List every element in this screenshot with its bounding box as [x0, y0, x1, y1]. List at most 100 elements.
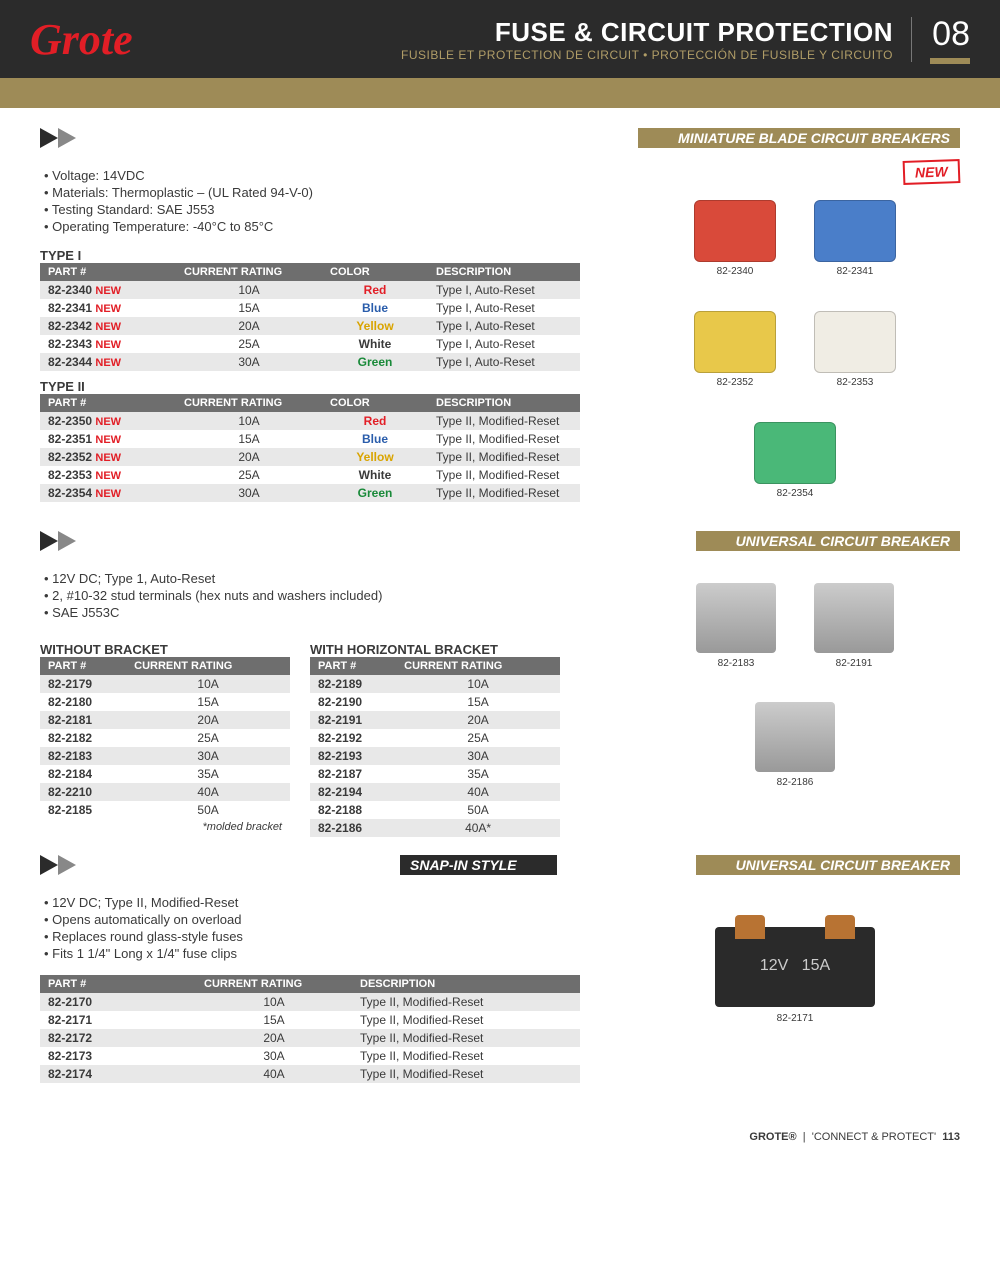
cell-part: 82-2194 — [310, 783, 396, 801]
cell-rating: 35A — [126, 765, 290, 783]
cell-rating: 30A — [176, 353, 322, 371]
bullet-item: • 12V DC; Type 1, Auto-Reset — [44, 571, 610, 586]
table-title: TYPE I — [40, 248, 610, 263]
table-row: 82-218850A — [310, 801, 560, 819]
table-row: 82-219225A — [310, 729, 560, 747]
cell-rating: 50A — [126, 801, 290, 819]
snap-in-table: PART #CURRENT RATINGDESCRIPTION82-217010… — [40, 975, 580, 1083]
cell-part: 82-2173 — [40, 1047, 196, 1065]
footer-brand: GROTE® — [749, 1131, 796, 1143]
spec-bullets: • Voltage: 14VDC• Materials: Thermoplast… — [44, 168, 610, 234]
type2-table: PART #CURRENT RATINGCOLORDESCRIPTION82-2… — [40, 394, 580, 502]
cell-rating: 10A — [176, 412, 322, 430]
cell-part: 82-2351 NEW — [40, 430, 176, 448]
table-row: 82-2340 NEW10ARedType I, Auto-Reset — [40, 281, 580, 299]
chevron-icon — [58, 531, 76, 551]
cell-rating: 40A — [126, 783, 290, 801]
page-subtitle: FUSIBLE ET PROTECTION DE CIRCUIT • PROTE… — [401, 48, 893, 62]
product-label: 82-2186 — [777, 777, 814, 788]
page-footer: GROTE® | 'CONNECT & PROTECT' 113 — [0, 1111, 1000, 1151]
table-row: 82-218120A — [40, 711, 290, 729]
cell-rating: 40A — [396, 783, 560, 801]
cell-desc: Type II, Modified-Reset — [428, 430, 580, 448]
cell-color: Blue — [322, 299, 428, 317]
table-header: PART # — [40, 657, 126, 675]
cell-part: 82-2180 — [40, 693, 126, 711]
section-label: MINIATURE BLADE CIRCUIT BREAKERS — [638, 128, 960, 148]
product-label: 82-2341 — [837, 266, 874, 277]
table-row: 82-2343 NEW25AWhiteType I, Auto-Reset — [40, 335, 580, 353]
cell-part: 82-2353 NEW — [40, 466, 176, 484]
chevron-icon — [40, 128, 58, 148]
cell-part: 82-2190 — [310, 693, 396, 711]
cell-part: 82-2179 — [40, 675, 126, 693]
product-image: 82-2340 — [694, 200, 776, 262]
cell-color: Blue — [322, 430, 428, 448]
cell-rating: 25A — [176, 335, 322, 353]
section-miniature-blade: MINIATURE BLADE CIRCUIT BREAKERS • Volta… — [40, 128, 960, 513]
without-bracket-table: PART #CURRENT RATING82-217910A82-218015A… — [40, 657, 290, 819]
product-image: 82-2352 — [694, 311, 776, 373]
cell-color: Green — [322, 353, 428, 371]
cell-rating: 15A — [176, 430, 322, 448]
cell-rating: 20A — [126, 711, 290, 729]
cell-part: 82-2181 — [40, 711, 126, 729]
new-badge: NEW — [903, 159, 960, 185]
cell-desc: Type I, Auto-Reset — [428, 299, 580, 317]
footer-page: 113 — [942, 1131, 960, 1143]
cell-rating: 30A — [196, 1047, 352, 1065]
cell-rating: 20A — [176, 317, 322, 335]
product-text: 12V — [760, 957, 788, 974]
table-header: DESCRIPTION — [352, 975, 580, 993]
cell-part: 82-2174 — [40, 1065, 196, 1083]
section-label: UNIVERSAL CIRCUIT BREAKER — [696, 531, 960, 551]
cell-color: Red — [322, 281, 428, 299]
cell-color: White — [322, 335, 428, 353]
table-row: 82-218015A — [40, 693, 290, 711]
cell-part: 82-2352 NEW — [40, 448, 176, 466]
table-row: 82-2354 NEW30AGreenType II, Modified-Res… — [40, 484, 580, 502]
cell-color: White — [322, 466, 428, 484]
cell-rating: 15A — [196, 1011, 352, 1029]
cell-desc: Type I, Auto-Reset — [428, 281, 580, 299]
table-row: 82-217910A — [40, 675, 290, 693]
section-label: UNIVERSAL CIRCUIT BREAKER — [696, 855, 960, 875]
cell-desc: Type II, Modified-Reset — [428, 484, 580, 502]
cell-desc: Type II, Modified-Reset — [352, 1065, 580, 1083]
cell-rating: 20A — [396, 711, 560, 729]
product-text: 15A — [802, 957, 830, 974]
footnote: *molded bracket — [40, 819, 290, 835]
table-header: CURRENT RATING — [126, 657, 290, 675]
bullet-item: • Operating Temperature: -40°C to 85°C — [44, 219, 610, 234]
product-label: 82-2352 — [717, 377, 754, 388]
table-row: 82-218910A — [310, 675, 560, 693]
cell-rating: 40A — [196, 1065, 352, 1083]
cell-part: 82-2183 — [40, 747, 126, 765]
table-row: 82-218550A — [40, 801, 290, 819]
table-header: CURRENT RATING — [396, 657, 560, 675]
product-label: 82-2171 — [630, 1013, 960, 1024]
cell-part: 82-2187 — [310, 765, 396, 783]
cell-desc: Type II, Modified-Reset — [428, 412, 580, 430]
chevron-icon — [58, 128, 76, 148]
cell-desc: Type I, Auto-Reset — [428, 335, 580, 353]
logo: Grote — [30, 14, 133, 65]
bullet-item: • 12V DC; Type II, Modified-Reset — [44, 895, 610, 910]
table-row: 82-2342 NEW20AYellowType I, Auto-Reset — [40, 317, 580, 335]
table-row: 82-221040A — [40, 783, 290, 801]
cell-part: 82-2343 NEW — [40, 335, 176, 353]
table-title: WITHOUT BRACKET — [40, 642, 290, 657]
product-image: 82-2354 — [754, 422, 836, 484]
section-label-left: SNAP-IN STYLE — [400, 855, 557, 875]
product-label: 82-2191 — [836, 658, 873, 669]
cell-part: 82-2182 — [40, 729, 126, 747]
cell-part: 82-2191 — [310, 711, 396, 729]
cell-color: Yellow — [322, 448, 428, 466]
chapter-bar — [930, 58, 970, 64]
table-row: 82-2341 NEW15ABlueType I, Auto-Reset — [40, 299, 580, 317]
cell-desc: Type II, Modified-Reset — [352, 993, 580, 1011]
cell-desc: Type II, Modified-Reset — [428, 448, 580, 466]
table-header: CURRENT RATING — [176, 394, 322, 412]
cell-rating: 25A — [126, 729, 290, 747]
product-image: 82-2191 — [814, 583, 894, 653]
